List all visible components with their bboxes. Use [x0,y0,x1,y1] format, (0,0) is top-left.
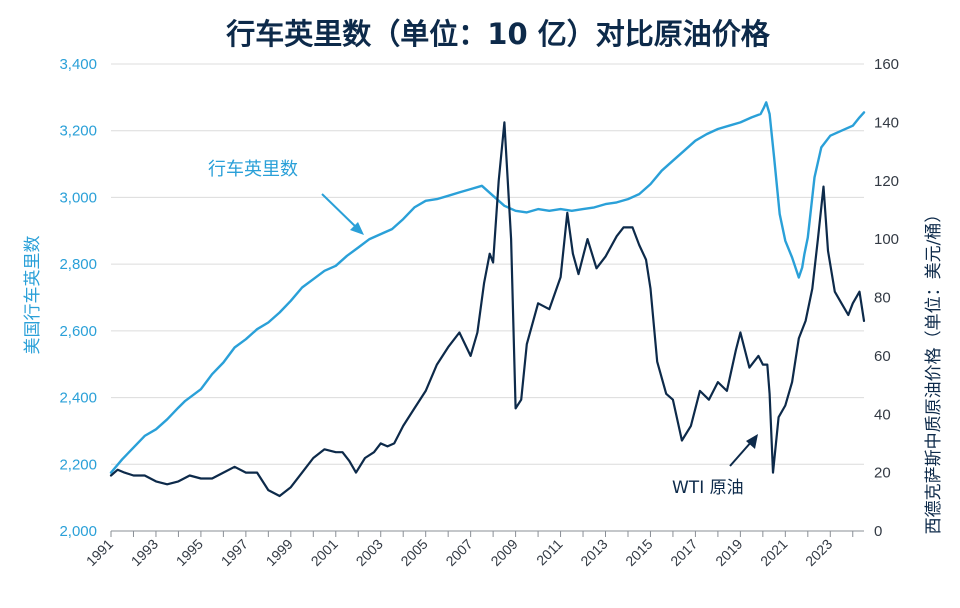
right-tick-label: 100 [874,231,899,248]
right-tick-label: 40 [874,406,891,423]
x-tick-label: 2011 [533,536,566,569]
series-lines [109,101,866,498]
x-tick-label: 2013 [577,536,610,569]
x-tick-label: 2005 [397,536,430,569]
annotation-vmt-arrowhead [350,222,364,235]
left-tick-label: 2,200 [59,456,97,473]
x-tick-label: 2001 [308,536,341,569]
x-tick-label: 2003 [353,536,386,569]
left-tick-label: 2,000 [59,523,97,540]
annotation-wti-arrowhead [746,434,758,449]
left-tick-label: 3,200 [59,123,97,140]
left-tick-label: 3,000 [59,189,97,206]
chart-title: 行车英里数（单位：10 亿）对比原油价格 [225,17,770,51]
x-tick-label: 2019 [712,536,745,569]
right-tick-label: 160 [874,56,899,73]
x-tick-label: 1991 [83,536,116,569]
x-tick-label: 2017 [667,536,700,569]
left-axis-label: 美国行车英里数 [23,236,43,355]
x-axis: 1991 1993 1995 1997 1999 2001 2003 2005 2007 2009… [83,530,864,569]
grid-lines [111,63,864,465]
x-tick-label: 1999 [263,536,296,569]
right-tick-label: 20 [874,465,891,482]
series-line-wti [109,121,866,498]
x-tick-label: 2023 [802,536,835,569]
series-line-vmt [109,101,866,474]
annotation-wti-label: WTI 原油 [672,478,744,498]
left-axis: 2,000 2,200 2,400 2,600 2,800 3,000 3,200 3,400 [59,56,97,540]
x-tick-label: 1997 [218,536,251,569]
x-tick-label: 2007 [442,536,475,569]
right-axis-label: 西德克萨斯中质原油价格（单位：美元/桶） [924,206,944,535]
annotation-wti-arrow [729,440,753,467]
right-axis: 0 20 40 60 80 100 120 140 160 [874,56,899,540]
left-tick-label: 2,400 [59,390,97,407]
annotations: 行车英里数 WTI 原油 [208,159,758,498]
right-tick-label: 0 [874,523,882,540]
right-tick-label: 120 [874,173,899,190]
x-tick-label: 2021 [757,536,790,569]
right-tick-label: 80 [874,290,891,307]
x-tick-label: 2009 [487,536,520,569]
annotation-vmt-arrow [321,193,359,230]
x-tick-label: 1993 [128,536,161,569]
right-tick-label: 140 [874,114,899,131]
left-tick-label: 2,800 [59,256,97,273]
x-tick-label: 2015 [622,536,655,569]
left-tick-label: 3,400 [59,56,97,73]
x-tick-label: 1995 [173,536,206,569]
annotation-vmt-label: 行车英里数 [208,159,298,180]
right-tick-label: 60 [874,348,891,365]
left-tick-label: 2,600 [59,323,97,340]
